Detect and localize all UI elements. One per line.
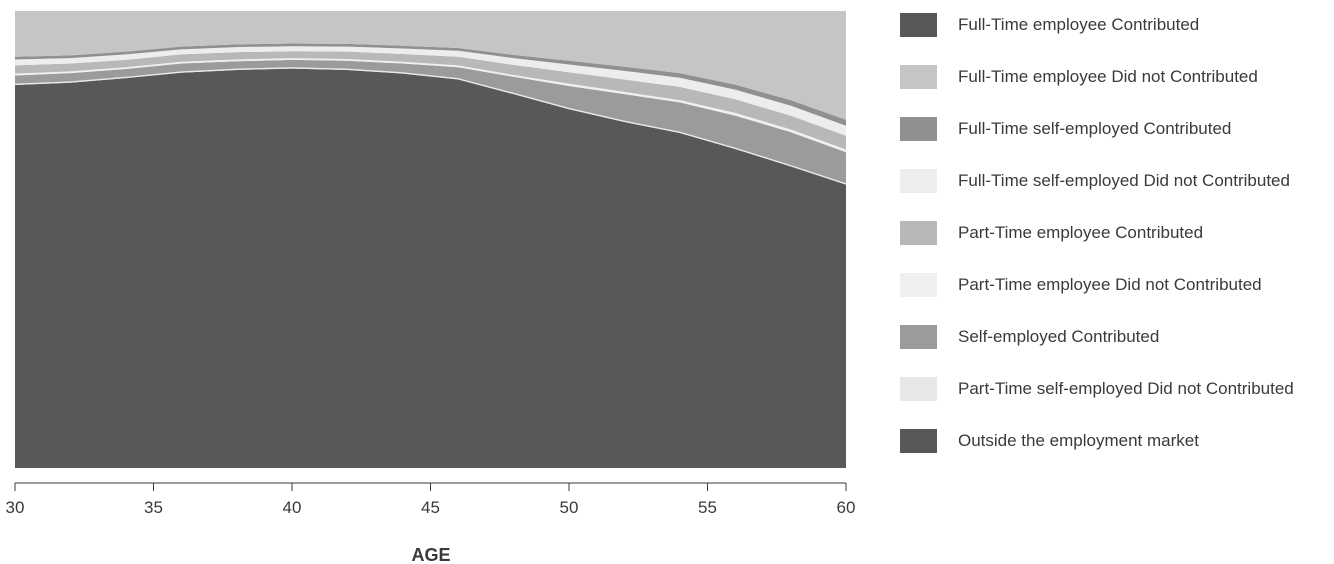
legend-label: Full-Time employee Did not Contributed [958, 67, 1258, 86]
area-outside-the-employment-market [15, 68, 846, 468]
legend-label: Full-Time self-employed Did not Contribu… [958, 171, 1290, 190]
legend-item: Part-Time self-employed Did not Contribu… [900, 377, 1330, 403]
legend-swatch [900, 65, 937, 89]
x-axis-title: AGE [411, 545, 450, 564]
legend-label: Outside the employment market [958, 431, 1199, 450]
area-self-employed-contributed [15, 59, 846, 184]
legend-item: Outside the employment market [900, 429, 1330, 455]
legend-label: Full-Time self-employed Contributed [958, 119, 1232, 138]
area-full-time-employee-did-not-contributed [15, 11, 846, 120]
legend-item: Self-employed Contributed [900, 325, 1330, 351]
plot-area [15, 11, 846, 468]
legend-item: Full-Time employee Contributed [900, 13, 1330, 39]
legend-swatch [900, 429, 937, 453]
x-tick-label: 50 [560, 498, 579, 517]
legend-swatch [900, 377, 937, 401]
x-tick-label: 55 [698, 498, 717, 517]
legend-swatch [900, 169, 937, 193]
x-axis: 30 35 40 45 50 55 60 [6, 482, 856, 517]
legend-label: Part-Time self-employed Did not Contribu… [958, 379, 1294, 398]
legend-label: Full-Time employee Contributed [958, 15, 1200, 34]
legend-label: Part-Time employee Contributed [958, 223, 1204, 242]
legend-swatch [900, 117, 937, 141]
legend-label: Part-Time employee Did not Contributed [958, 275, 1262, 294]
legend-item: Full-Time employee Did not Contributed [900, 65, 1330, 91]
x-tick-label: 35 [144, 498, 163, 517]
legend-swatch [900, 325, 937, 349]
x-tick-label: 45 [421, 498, 440, 517]
legend-item: Full-Time self-employed Contributed [900, 117, 1330, 143]
legend-item: Part-Time employee Contributed [900, 221, 1330, 247]
legend-swatch [900, 221, 937, 245]
legend-item: Part-Time employee Did not Contributed [900, 273, 1330, 299]
x-tick-label: 60 [837, 498, 856, 517]
x-tick-label: 40 [283, 498, 302, 517]
legend: Full-Time employee Contributed Full-Time … [900, 13, 1330, 481]
legend-label: Self-employed Contributed [958, 327, 1160, 346]
legend-swatch [900, 273, 937, 297]
legend-swatch [900, 13, 937, 37]
legend-item: Full-Time self-employed Did not Contribu… [900, 169, 1330, 195]
x-tick-label: 30 [6, 498, 25, 517]
